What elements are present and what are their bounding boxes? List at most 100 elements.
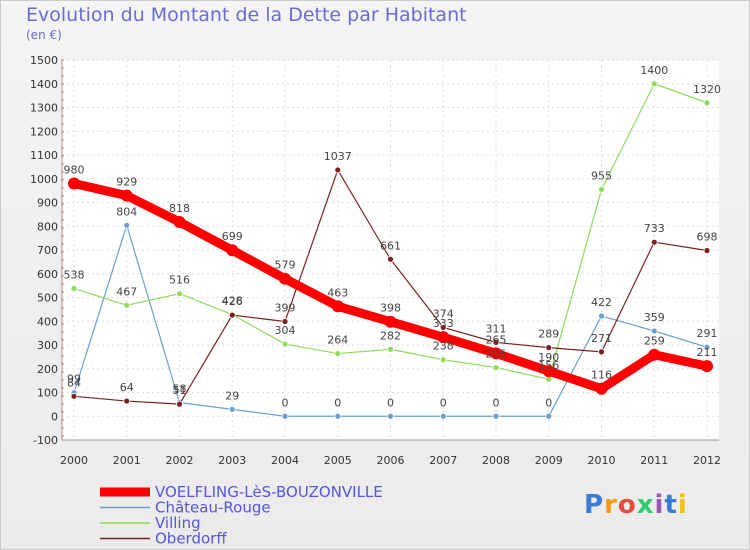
x-tick-label: 2003 bbox=[218, 454, 246, 467]
data-label: 0 bbox=[493, 396, 500, 409]
data-label: 516 bbox=[169, 274, 190, 287]
logo-letter: t bbox=[664, 490, 678, 520]
data-point bbox=[120, 189, 133, 202]
data-label: 428 bbox=[222, 295, 243, 308]
y-tick-label: 400 bbox=[37, 315, 58, 328]
data-point bbox=[387, 412, 394, 420]
data-label: 463 bbox=[327, 286, 348, 299]
y-tick-label: 200 bbox=[37, 363, 58, 376]
data-point bbox=[387, 345, 394, 353]
logo-letter: x bbox=[636, 490, 655, 520]
data-point bbox=[650, 238, 658, 246]
legend-label: Oberdorff bbox=[155, 530, 227, 548]
y-tick-label: 1200 bbox=[30, 125, 58, 138]
data-point bbox=[650, 80, 658, 88]
data-point bbox=[334, 166, 342, 174]
x-tick-label: 2001 bbox=[113, 454, 141, 467]
y-tick-label: 1000 bbox=[30, 173, 58, 186]
x-tick-label: 2006 bbox=[377, 454, 405, 467]
x-tick-label: 2000 bbox=[60, 454, 88, 467]
data-label: 955 bbox=[591, 169, 612, 182]
data-point bbox=[123, 301, 131, 309]
chart-unit: (en €) bbox=[26, 28, 62, 42]
data-label: 99 bbox=[67, 373, 81, 386]
data-point bbox=[334, 412, 342, 420]
data-point bbox=[598, 312, 605, 320]
data-label: 205 bbox=[486, 348, 507, 361]
y-tick-label: 500 bbox=[37, 292, 58, 305]
data-point bbox=[703, 247, 711, 254]
y-tick-label: 100 bbox=[37, 387, 58, 400]
data-point bbox=[648, 348, 661, 361]
data-label: 804 bbox=[116, 205, 137, 218]
logo-letter: r bbox=[604, 490, 618, 520]
data-label: 289 bbox=[538, 328, 559, 341]
data-label: 304 bbox=[275, 324, 296, 337]
data-label: 929 bbox=[116, 176, 137, 189]
data-label: 29 bbox=[225, 389, 239, 402]
data-label: 699 bbox=[222, 230, 243, 243]
data-label: 259 bbox=[644, 335, 665, 348]
data-point bbox=[490, 347, 502, 360]
y-tick-label: 300 bbox=[37, 339, 58, 352]
data-label: 84 bbox=[67, 376, 81, 389]
x-tick-label: 2008 bbox=[482, 454, 510, 467]
y-tick-label: 700 bbox=[37, 244, 58, 257]
data-label: 190 bbox=[538, 351, 559, 364]
data-label: 426 bbox=[222, 295, 243, 308]
data-point bbox=[439, 356, 447, 364]
x-tick-label: 2002 bbox=[166, 454, 194, 467]
data-label: 211 bbox=[697, 346, 718, 359]
data-point bbox=[545, 344, 553, 352]
x-tick-label: 2009 bbox=[535, 454, 563, 467]
data-label: 422 bbox=[591, 296, 612, 309]
data-point bbox=[439, 412, 447, 420]
y-tick-label: 0 bbox=[51, 410, 58, 423]
x-tick-label: 2005 bbox=[324, 454, 352, 467]
y-tick-label: 1100 bbox=[30, 149, 58, 162]
data-point bbox=[68, 177, 80, 190]
data-label: 0 bbox=[282, 396, 289, 409]
data-label: 1400 bbox=[640, 64, 668, 77]
data-label: 156 bbox=[538, 359, 559, 372]
data-label: 0 bbox=[387, 396, 394, 409]
y-tick-label: 800 bbox=[37, 220, 58, 233]
data-label: 0 bbox=[545, 396, 552, 409]
data-label: 374 bbox=[433, 307, 454, 320]
data-point bbox=[228, 311, 236, 319]
x-tick-label: 2007 bbox=[429, 454, 457, 467]
data-point bbox=[492, 412, 500, 420]
data-label: 311 bbox=[486, 322, 507, 335]
data-point bbox=[703, 343, 711, 351]
data-label: 271 bbox=[591, 332, 612, 345]
data-label: 1037 bbox=[324, 150, 352, 163]
proxiti-logo: Proxiti bbox=[584, 490, 688, 520]
x-tick-label: 2011 bbox=[640, 454, 668, 467]
data-point bbox=[387, 255, 394, 263]
data-point bbox=[545, 412, 553, 420]
data-label: 265 bbox=[486, 333, 507, 346]
data-label: 818 bbox=[169, 202, 190, 215]
legend-label: Villing bbox=[155, 514, 201, 532]
data-label: 51 bbox=[173, 384, 187, 397]
legend-label: VOELFLING-LèS-BOUZONVILLE bbox=[155, 483, 383, 501]
data-point bbox=[598, 186, 605, 193]
data-label: 0 bbox=[334, 396, 341, 409]
data-label: 58 bbox=[173, 382, 187, 395]
data-label: 333 bbox=[433, 317, 454, 330]
logo-letter: P bbox=[584, 490, 605, 520]
chart-title: Evolution du Montant de la Dette par Hab… bbox=[26, 4, 467, 26]
data-point bbox=[70, 392, 78, 400]
logo-letter: i bbox=[654, 490, 665, 520]
data-point bbox=[542, 365, 555, 378]
data-point bbox=[281, 318, 289, 325]
data-label: 116 bbox=[591, 369, 612, 382]
data-point bbox=[492, 364, 500, 371]
data-label: 661 bbox=[380, 239, 401, 252]
logo-letter: o bbox=[617, 490, 637, 520]
y-tick-label: 900 bbox=[37, 197, 58, 210]
data-point bbox=[439, 324, 447, 331]
data-point bbox=[176, 400, 183, 408]
data-point bbox=[598, 348, 605, 356]
